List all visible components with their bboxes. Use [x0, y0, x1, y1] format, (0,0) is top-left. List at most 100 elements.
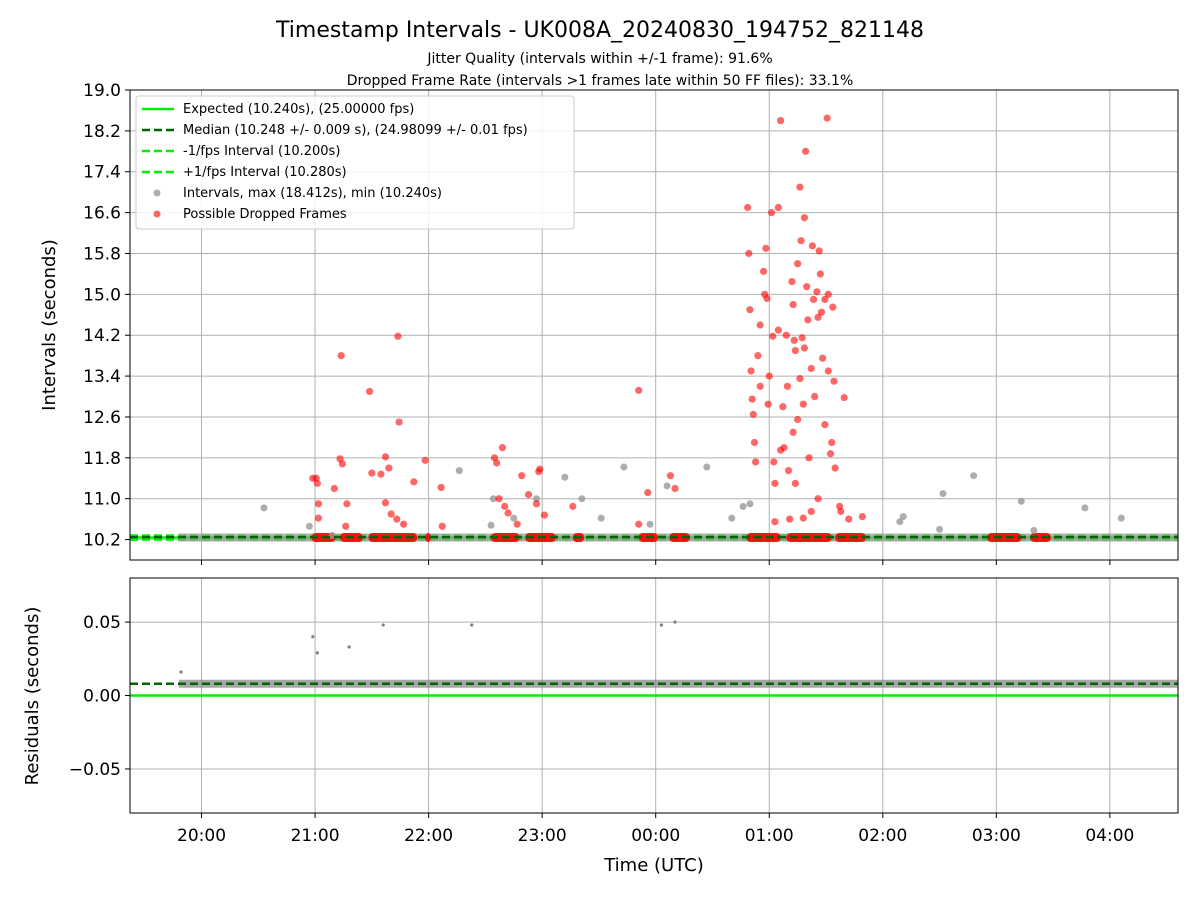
dropped-frame-point — [780, 444, 788, 452]
dropped-frame-point — [343, 500, 351, 508]
residual-point — [315, 651, 319, 655]
dropped-frame-point — [368, 469, 376, 477]
dropped-frame-point — [799, 514, 807, 522]
dropped-frame-point — [811, 392, 819, 401]
dropped-frame-point — [767, 209, 776, 217]
dropped-frame-point — [393, 515, 401, 523]
residuals-ytick-label: 0.05 — [83, 613, 121, 633]
dropped-frame-point — [794, 415, 802, 424]
dropped-frame-point — [749, 410, 757, 419]
dropped-frame-point — [759, 267, 768, 275]
dropped-frame-point — [769, 332, 777, 340]
dropped-frame-point — [804, 316, 812, 324]
dropped-frame-point — [395, 418, 403, 426]
dropped-frame-point — [807, 364, 815, 373]
dropped-frame-point — [797, 237, 805, 245]
legend-item-dropped: Possible Dropped Frames — [183, 207, 347, 222]
interval-point — [896, 518, 904, 526]
interval-point — [597, 514, 605, 522]
dropped-frame-point — [788, 277, 796, 286]
dropped-frame-point — [381, 453, 390, 461]
dropped-frame-point — [783, 382, 792, 390]
x-tick-label: 22:00 — [404, 826, 453, 846]
dropped-frame-point — [765, 372, 773, 380]
dropped-frame-point — [814, 313, 822, 321]
dropped-frame-point — [840, 393, 848, 402]
dropped-frame-point — [800, 214, 809, 222]
dropped-frame-point — [540, 511, 549, 519]
interval-point — [663, 482, 671, 490]
intervals-ticks: 10.2 11.0 11.8 12.6 13.4 14.2 15.0 15.8 16.6 17.4… — [83, 81, 1111, 565]
dropped-frame-point — [823, 114, 831, 122]
dropped-frame-point — [762, 244, 770, 252]
legend-item-median: Median (10.248 +/- 0.009 s), (24.98099 +… — [183, 123, 528, 138]
dropped-frame-point — [748, 395, 756, 403]
dropped-frame-point — [798, 334, 806, 342]
dropped-frame-point — [791, 479, 799, 487]
intervals-ytick-label: 14.2 — [83, 326, 121, 346]
dropped-frame-point — [644, 488, 652, 497]
interval-point — [305, 522, 313, 530]
intervals-ytick-label: 15.0 — [83, 285, 121, 305]
dropped-frame-point — [837, 507, 845, 516]
residuals-band — [178, 679, 1179, 688]
interval-point — [578, 495, 586, 503]
dropped-frame-point — [666, 472, 675, 480]
dropped-frame-point — [821, 421, 829, 429]
interval-point — [1017, 497, 1025, 505]
intervals-panel: 10.2 11.0 11.8 12.6 13.4 14.2 15.0 15.8 16.6 17.4… — [39, 81, 1179, 565]
residual-point — [381, 623, 385, 627]
x-tick-label: 03:00 — [972, 826, 1021, 846]
dropped-frame-point — [789, 428, 797, 436]
interval-point — [746, 500, 754, 508]
dropped-frame-point — [513, 520, 521, 528]
residuals-ytick-label: −0.05 — [69, 760, 121, 780]
dropped-frame-point — [800, 344, 809, 352]
dropped-frame-point — [807, 507, 815, 516]
dropped-frame-point — [381, 499, 390, 507]
residual-point — [659, 623, 663, 627]
intervals-ytick-label: 10.2 — [83, 531, 121, 551]
interval-point — [561, 473, 569, 481]
residual-point — [673, 620, 677, 624]
dropped-frame-point — [784, 466, 793, 475]
residuals-ylabel: Residuals (seconds) — [22, 607, 43, 786]
interval-point — [260, 504, 268, 512]
dropped-frame-point — [799, 400, 807, 408]
dropped-frame-point — [774, 203, 782, 212]
legend-box — [135, 95, 575, 230]
dropped-frame-point — [817, 308, 826, 316]
dropped-frame-point — [385, 464, 393, 472]
legend-swatch-dropped — [153, 210, 161, 218]
dropped-frame-point — [495, 495, 503, 503]
x-tick-label: 23:00 — [518, 826, 567, 846]
dropped-frame-point — [770, 458, 778, 466]
residual-point — [470, 623, 474, 627]
dropped-frame-point — [826, 450, 835, 458]
intervals-ytick-label: 18.2 — [83, 122, 121, 142]
dropped-frame-point — [808, 242, 816, 250]
dropped-run — [746, 533, 781, 543]
dropped-frame-point — [813, 288, 821, 296]
interval-point — [510, 514, 518, 522]
dropped-frame-point — [536, 465, 544, 473]
dropped-frame-point — [821, 295, 829, 304]
interval-point — [1081, 504, 1089, 512]
interval-point — [728, 514, 736, 522]
dropped-run — [425, 533, 431, 543]
x-tick-label: 02:00 — [858, 826, 907, 846]
dropped-frame-point — [815, 247, 823, 255]
dropped-frame-point — [771, 479, 779, 487]
x-axis-label: Time (UTC) — [603, 855, 704, 876]
dropped-frame-point — [400, 520, 408, 528]
x-tick-label: 01:00 — [745, 826, 794, 846]
dropped-frame-point — [438, 522, 446, 530]
dropped-frame-point — [313, 479, 321, 487]
dropped-frame-point — [809, 295, 818, 304]
dropped-frame-point — [756, 321, 764, 329]
interval-point — [703, 463, 711, 471]
intervals-ytick-label: 15.8 — [83, 244, 121, 264]
dropped-frame-point — [504, 509, 512, 517]
dropped-frame-point — [377, 470, 385, 478]
